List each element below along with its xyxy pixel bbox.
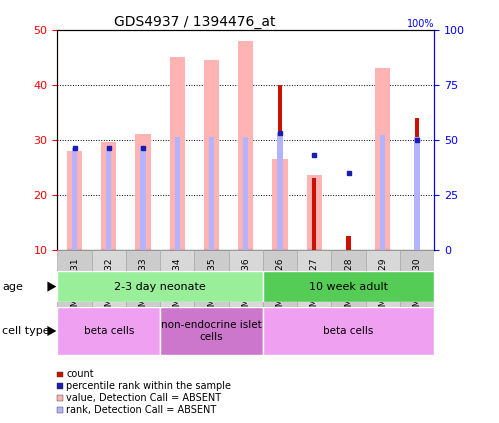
Bar — [209, 137, 214, 250]
Bar — [140, 146, 146, 250]
Bar — [204, 60, 219, 250]
Bar — [375, 68, 390, 250]
Text: age: age — [2, 282, 23, 291]
Bar — [278, 85, 282, 250]
Polygon shape — [47, 282, 56, 292]
Text: beta cells: beta cells — [83, 326, 134, 336]
Text: GSM1146036: GSM1146036 — [241, 258, 250, 318]
Bar — [101, 142, 116, 250]
Bar — [238, 41, 253, 250]
Bar — [306, 175, 322, 250]
Text: percentile rank within the sample: percentile rank within the sample — [66, 381, 232, 391]
Text: 10 week adult: 10 week adult — [309, 282, 388, 291]
Bar — [135, 134, 151, 250]
Bar — [195, 250, 229, 349]
Text: GSM1146028: GSM1146028 — [344, 258, 353, 318]
Bar — [57, 395, 63, 401]
Bar — [400, 250, 434, 349]
Text: GSM1146034: GSM1146034 — [173, 258, 182, 318]
Text: GSM1146031: GSM1146031 — [70, 258, 79, 318]
Text: GSM1146035: GSM1146035 — [207, 258, 216, 318]
Bar — [415, 118, 419, 250]
Text: 100%: 100% — [407, 19, 434, 28]
Bar — [331, 250, 366, 349]
Text: GSM1146033: GSM1146033 — [139, 258, 148, 318]
Bar — [160, 250, 195, 349]
Bar — [57, 307, 160, 355]
Bar — [57, 271, 263, 302]
Bar — [92, 250, 126, 349]
Bar — [57, 383, 63, 389]
Bar — [277, 133, 282, 250]
Bar — [272, 159, 288, 250]
Text: cell type: cell type — [2, 326, 50, 336]
Bar — [67, 151, 82, 250]
Bar — [415, 137, 420, 250]
Text: GSM1146030: GSM1146030 — [413, 258, 422, 318]
Bar — [175, 137, 180, 250]
Bar — [297, 250, 331, 349]
Bar — [229, 250, 263, 349]
Text: count: count — [66, 369, 94, 379]
Bar — [312, 178, 316, 250]
Bar — [380, 135, 385, 250]
Bar — [366, 250, 400, 349]
Text: GSM1146032: GSM1146032 — [104, 258, 113, 318]
Text: 2-3 day neonate: 2-3 day neonate — [114, 282, 206, 291]
Text: rank, Detection Call = ABSENT: rank, Detection Call = ABSENT — [66, 405, 217, 415]
Bar — [263, 307, 434, 355]
Bar — [72, 148, 77, 250]
Bar — [57, 407, 63, 413]
Bar — [160, 307, 263, 355]
Bar — [106, 148, 111, 250]
Bar — [170, 57, 185, 250]
Text: value, Detection Call = ABSENT: value, Detection Call = ABSENT — [66, 393, 222, 403]
Bar — [72, 151, 76, 250]
Bar — [263, 250, 297, 349]
Bar — [263, 271, 434, 302]
Text: GDS4937 / 1394476_at: GDS4937 / 1394476_at — [114, 14, 275, 29]
Text: GSM1146026: GSM1146026 — [275, 258, 284, 318]
Text: non-endocrine islet
cells: non-endocrine islet cells — [161, 320, 262, 342]
Bar — [126, 250, 160, 349]
Text: beta cells: beta cells — [323, 326, 374, 336]
Text: GSM1146027: GSM1146027 — [310, 258, 319, 318]
Bar — [243, 137, 249, 250]
Bar — [57, 250, 92, 349]
Bar — [57, 372, 63, 377]
Text: GSM1146029: GSM1146029 — [378, 258, 387, 318]
Polygon shape — [47, 326, 56, 336]
Bar — [346, 236, 351, 250]
